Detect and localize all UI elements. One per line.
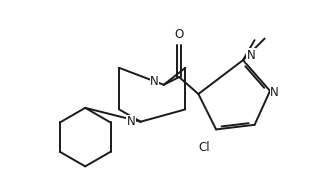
- Text: N: N: [270, 86, 279, 99]
- Text: Cl: Cl: [199, 141, 211, 154]
- Text: N: N: [246, 49, 255, 62]
- Text: N: N: [150, 75, 159, 88]
- Text: O: O: [175, 28, 184, 41]
- Text: N: N: [127, 115, 136, 128]
